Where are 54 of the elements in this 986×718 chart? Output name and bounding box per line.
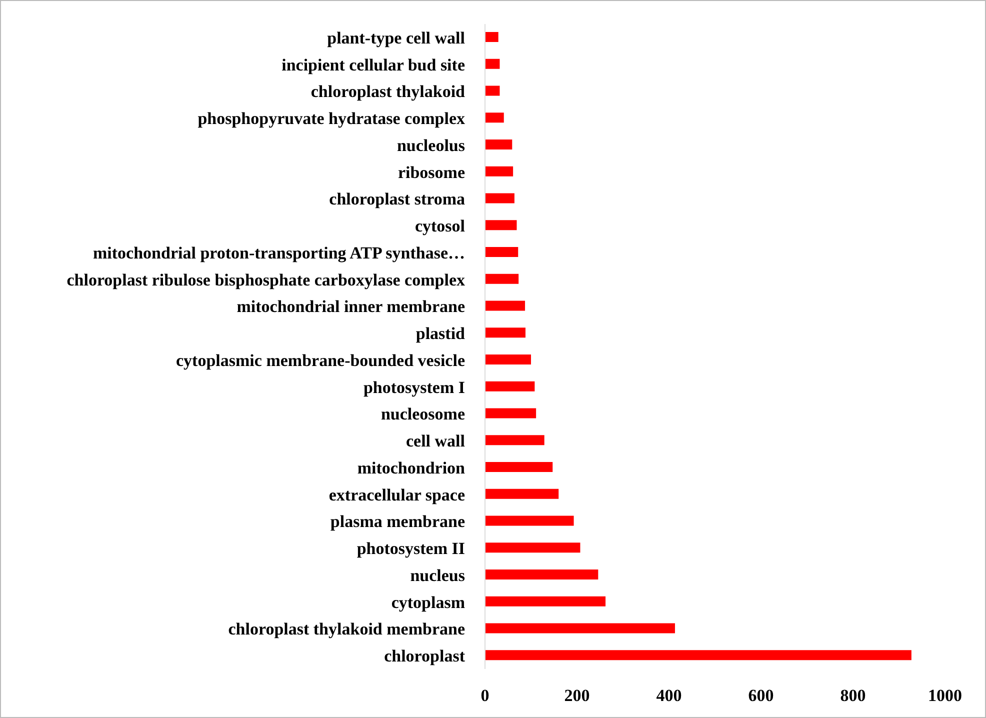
bar bbox=[485, 58, 500, 69]
x-tick-label: 600 bbox=[748, 686, 774, 706]
y-tick-label: nucleosome bbox=[380, 404, 466, 424]
bar bbox=[485, 435, 544, 446]
bar bbox=[485, 112, 504, 123]
bar bbox=[485, 381, 535, 392]
y-tick-label: mitochondrial inner membrane bbox=[236, 297, 466, 316]
x-tick-label: 0 bbox=[480, 686, 490, 706]
y-tick-label: chloroplast stroma bbox=[329, 190, 466, 209]
y-tick-label: chloroplast thylakoid membrane bbox=[228, 620, 466, 639]
bar bbox=[485, 462, 553, 472]
y-tick-label: phosphopyruvate hydratase complex bbox=[198, 109, 466, 128]
y-tick-label: chloroplast ribulose bisphosphate carboxylase complex bbox=[66, 270, 466, 290]
x-tick-label: 200 bbox=[564, 686, 590, 706]
y-tick-label: chloroplast bbox=[384, 646, 466, 666]
y-tick-label: cytoplasmic membrane-bounded vesicle bbox=[176, 350, 466, 370]
bar bbox=[485, 328, 526, 338]
bar bbox=[485, 300, 526, 311]
bar bbox=[485, 32, 498, 42]
x-tick-label: 1000 bbox=[928, 686, 962, 706]
bar bbox=[485, 650, 912, 660]
bar bbox=[485, 623, 675, 634]
bar bbox=[485, 193, 514, 204]
bar bbox=[485, 220, 517, 230]
y-tick-label: photosystem I bbox=[363, 378, 466, 397]
x-tick-label: 800 bbox=[840, 686, 866, 706]
bar bbox=[485, 274, 519, 284]
y-tick-label: mitochondrion bbox=[357, 458, 466, 478]
bar bbox=[485, 596, 606, 606]
bar bbox=[485, 354, 531, 364]
y-tick-label: nucleolus bbox=[396, 136, 466, 155]
y-tick-label: extracellular space bbox=[328, 485, 466, 504]
y-tick-label: cytoplasm bbox=[391, 592, 465, 612]
bar bbox=[485, 516, 574, 526]
y-tick-label: plant-type cell wall bbox=[327, 28, 466, 48]
y-tick-label: photosystem II bbox=[356, 539, 466, 558]
y-tick-label: mitochondrial proton-transporting ATP synthase… bbox=[93, 243, 465, 262]
y-tick-label: cell wall bbox=[406, 432, 466, 451]
bar bbox=[485, 542, 580, 553]
y-tick-label: nucleus bbox=[410, 566, 466, 585]
bar bbox=[485, 247, 518, 257]
bar bbox=[485, 570, 598, 580]
bar bbox=[485, 166, 514, 176]
y-tick-label: plasma membrane bbox=[330, 512, 466, 532]
bar bbox=[485, 140, 512, 150]
bar bbox=[485, 408, 536, 418]
y-tick-label: ribosome bbox=[398, 162, 466, 182]
y-tick-label: cytosol bbox=[414, 216, 466, 236]
x-tick-label: 400 bbox=[656, 686, 682, 706]
bar bbox=[485, 86, 500, 96]
y-tick-label: plastid bbox=[416, 324, 466, 344]
bar bbox=[485, 488, 559, 499]
y-tick-label: chloroplast thylakoid bbox=[310, 82, 466, 102]
y-tick-label: incipient cellular bud site bbox=[282, 55, 466, 74]
